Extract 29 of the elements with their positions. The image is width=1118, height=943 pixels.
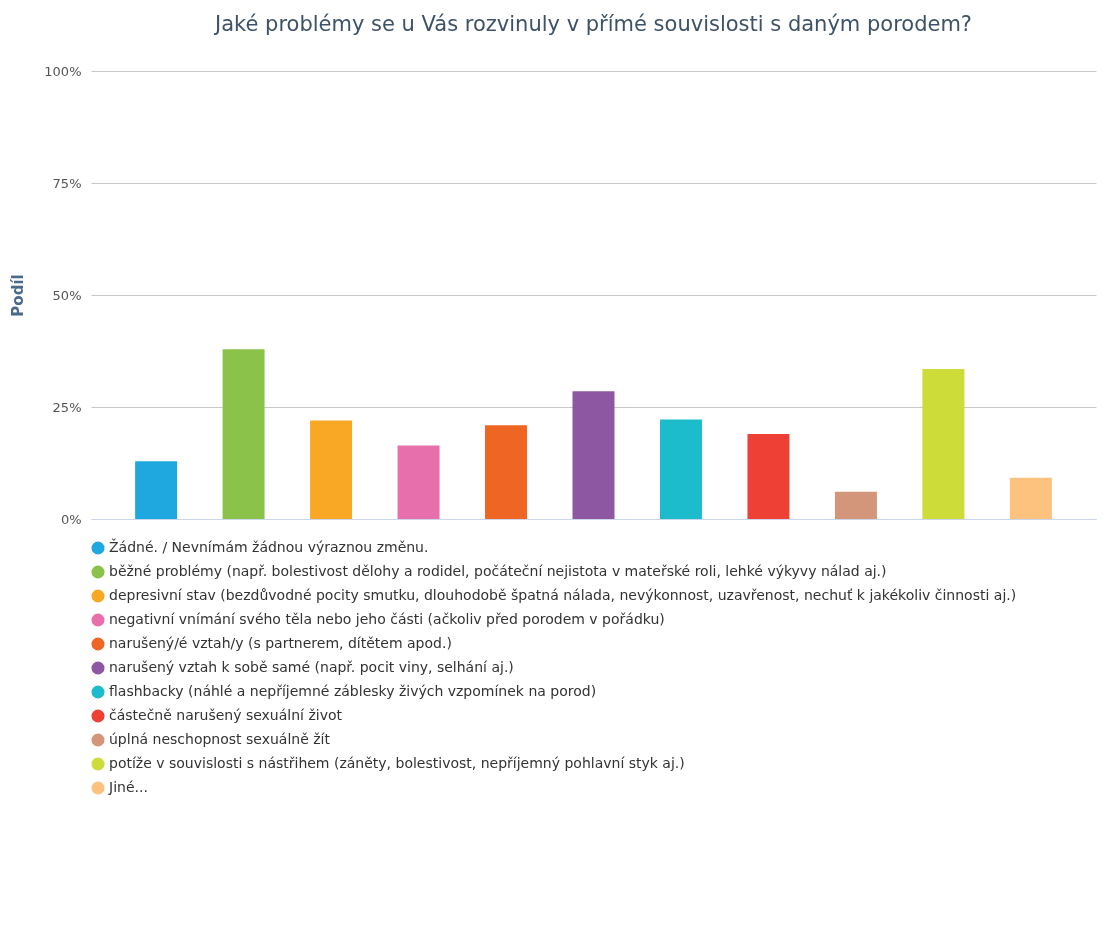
- legend-label: běžné problémy (např. bolestivost dělohy a rodidel, počáteční nejistota v mateřské roli, lehké výkyvy nálad aj.): [109, 563, 887, 579]
- legend-label: narušený/é vztah/y (s partnerem, dítětem apod.): [109, 635, 452, 651]
- chart-title: Jaké problémy se u Vás rozvinuly v přímé souvislosti s daným porodem?: [212, 12, 973, 36]
- legend-label: částečně narušený sexuální život: [109, 707, 343, 723]
- bar: [222, 349, 265, 519]
- legend-label: narušený vztah k sobě samé (např. pocit viny, selhání aj.): [109, 659, 514, 675]
- bar: [397, 445, 440, 519]
- legend-label: depresivní stav (bezdůvodné pocity smutku, dlouhodobě špatná nálada, nevýkonnost, uzavřenost, nechuť k jakékoliv činnosti aj.): [109, 587, 1017, 603]
- bar: [135, 461, 178, 519]
- y-tick-label: 75%: [52, 175, 82, 191]
- bar: [1009, 477, 1052, 519]
- bar: [747, 433, 790, 519]
- legend-label: Žádné. / Nevnímám žádnou výraznou změnu.: [109, 538, 429, 555]
- legend-label: negativní vnímání svého těla nebo jeho části (ačkoliv před porodem v pořádku): [109, 611, 665, 627]
- y-tick-label: 100%: [44, 63, 82, 79]
- legend-label: potíže v souvislosti s nástřihem (záněty, bolestivost, nepříjemný pohlavní styk aj.): [109, 755, 685, 771]
- legend-label: Jiné...: [108, 779, 148, 795]
- y-tick-label: 25%: [52, 399, 82, 415]
- y-axis-title: Podíl: [9, 274, 28, 317]
- bar: [834, 491, 877, 519]
- y-tick-label: 50%: [52, 287, 82, 303]
- y-tick-label: 0%: [60, 511, 82, 527]
- legend-label: flashbacky (náhlé a nepříjemné záblesky živých vzpomínek na porod): [109, 683, 597, 699]
- bar: [922, 368, 965, 519]
- bar: [659, 419, 702, 519]
- bar: [310, 420, 353, 519]
- bar: [485, 425, 528, 519]
- legend-label: úplná neschopnost sexuálně žít: [109, 731, 331, 747]
- bar: [572, 391, 615, 519]
